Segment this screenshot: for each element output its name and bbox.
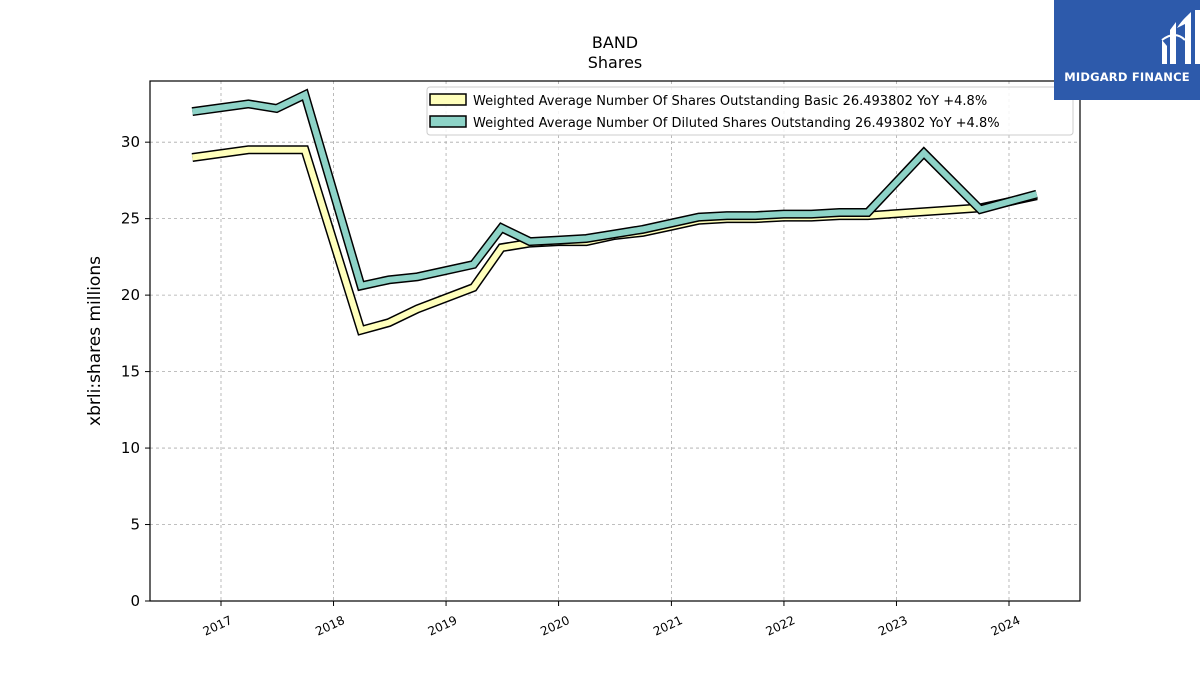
series-layer xyxy=(191,88,1038,336)
y-tick-label: 20 xyxy=(121,286,140,304)
series-2 xyxy=(191,88,1038,292)
chart-subtitle: Shares xyxy=(587,53,643,72)
series-1 xyxy=(191,145,1038,336)
y-tick-label: 5 xyxy=(130,516,140,534)
x-tick-label: 2024 xyxy=(989,613,1023,639)
axes-frame xyxy=(149,80,1081,602)
legend-box xyxy=(426,86,1074,136)
legend: Weighted Average Number Of Shares Outsta… xyxy=(426,86,1074,136)
x-tick-label: 2022 xyxy=(764,613,798,639)
y-ticks: 0 5 10 15 20 25 30 xyxy=(121,133,150,610)
legend-label: Weighted Average Number Of Diluted Share… xyxy=(473,116,1000,131)
x-tick-label: 2019 xyxy=(426,613,460,639)
y-tick-label: 30 xyxy=(121,133,140,151)
brand-logo: MIDGARD FINANCE xyxy=(1054,0,1200,100)
x-ticks: 2017 2018 2019 2020 2021 2022 2023 2024 xyxy=(201,601,1023,639)
y-tick-label: 10 xyxy=(121,439,140,457)
y-axis-label: xbrli:shares millions xyxy=(85,256,105,426)
y-tick-label: 15 xyxy=(121,363,140,381)
logo-mark-icon xyxy=(1161,10,1200,64)
legend-label: Weighted Average Number Of Shares Outsta… xyxy=(473,94,987,109)
legend-swatch xyxy=(429,115,467,128)
series-line-outline xyxy=(191,145,1038,336)
y-tick-label: 0 xyxy=(130,592,140,610)
series-line xyxy=(191,90,1038,290)
x-tick-label: 2020 xyxy=(538,613,572,639)
chart-title: BAND xyxy=(591,33,639,52)
x-tick-label: 2023 xyxy=(876,613,910,639)
legend-swatch xyxy=(429,93,467,106)
grid-lines xyxy=(150,81,1080,602)
x-tick-label: 2017 xyxy=(201,613,235,639)
y-tick-label: 25 xyxy=(121,210,140,228)
logo-text: MIDGARD FINANCE xyxy=(1064,70,1190,84)
x-tick-label: 2018 xyxy=(313,613,347,639)
x-tick-label: 2021 xyxy=(651,613,685,639)
